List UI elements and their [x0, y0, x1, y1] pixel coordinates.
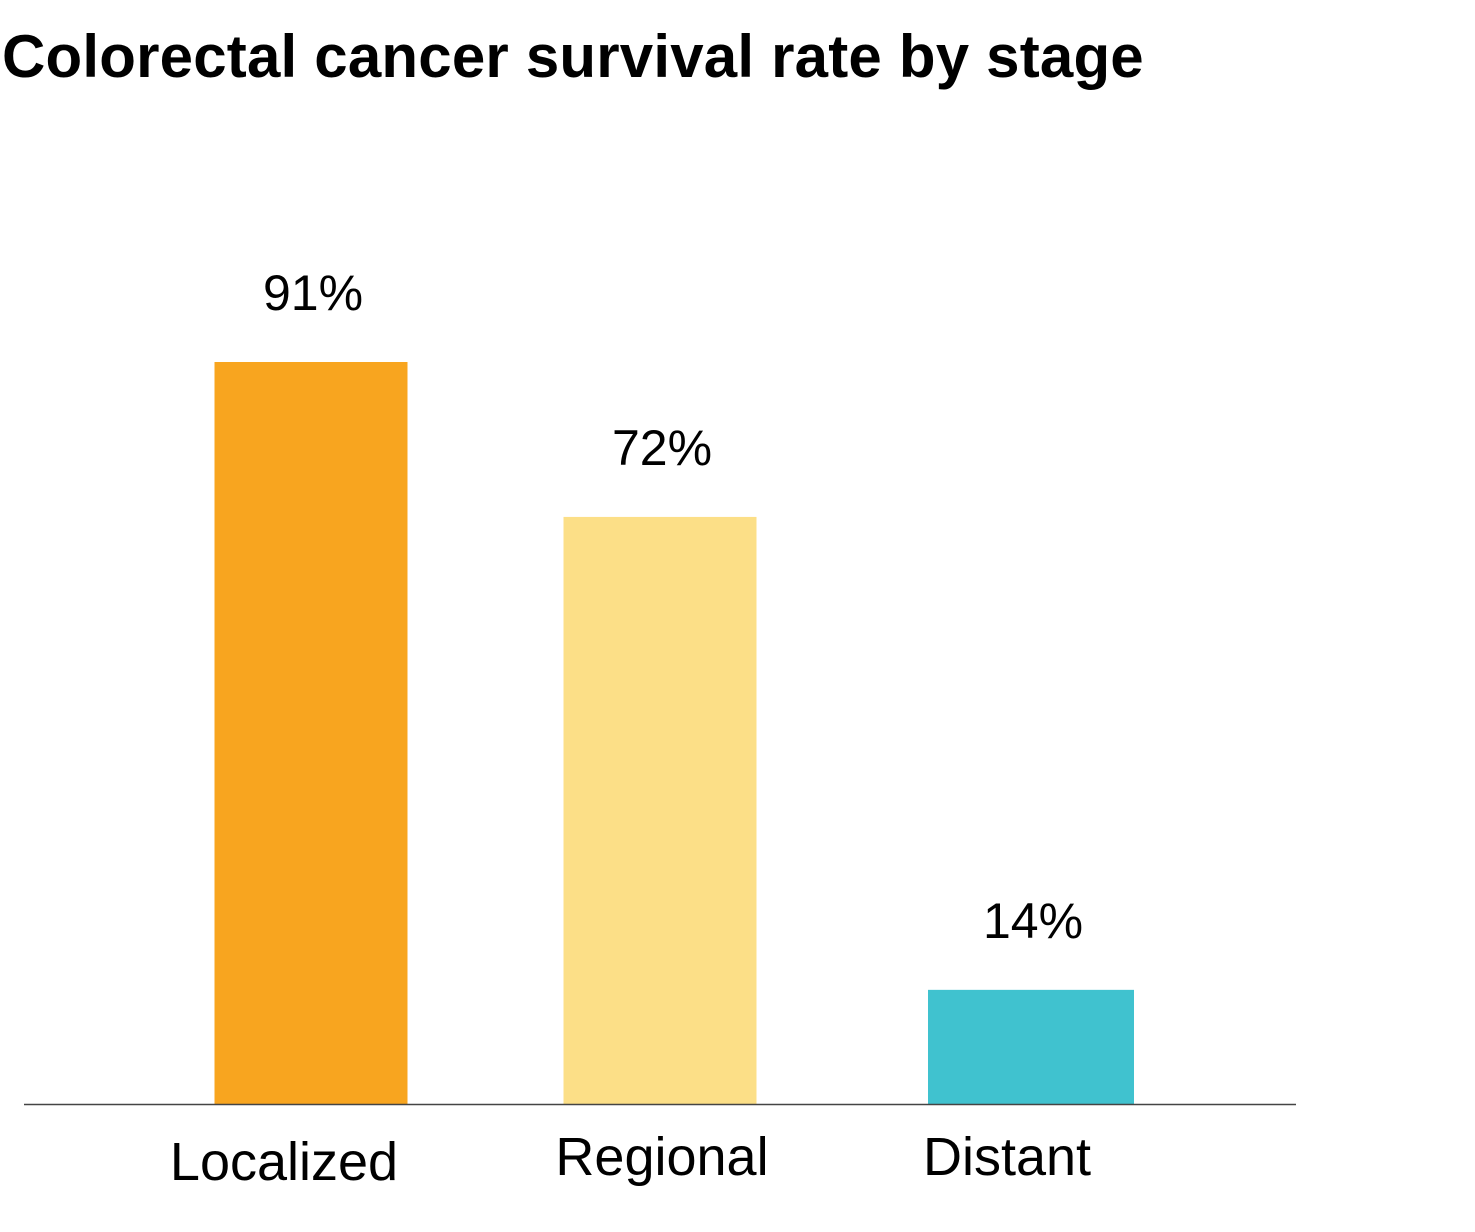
value-label-localized: 91% — [263, 265, 363, 321]
bar-distant — [928, 989, 1134, 1104]
category-label-localized: Localized — [170, 1132, 398, 1192]
category-label-distant: Distant — [923, 1127, 1091, 1187]
value-label-distant: 14% — [983, 893, 1083, 949]
value-labels-group: 91% 72% 14% — [263, 265, 1083, 949]
category-label-regional: Regional — [555, 1127, 768, 1187]
category-labels-group: Localized Regional Distant — [170, 1127, 1091, 1192]
chart-title: Colorectal cancer survival rate by stage — [2, 23, 1144, 90]
bar-regional — [563, 516, 757, 1104]
value-label-regional: 72% — [612, 420, 712, 476]
bars-group — [214, 362, 1134, 1104]
bar-localized — [214, 362, 408, 1104]
